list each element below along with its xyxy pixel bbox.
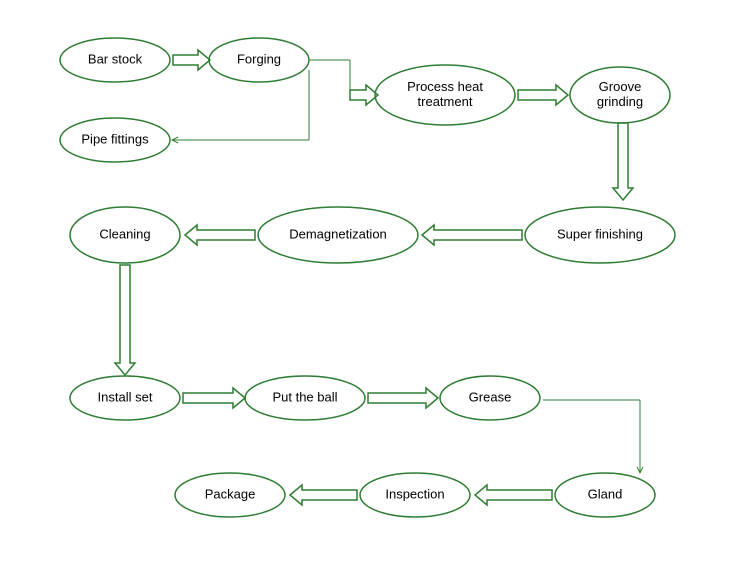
node-label-super_finishing: Super finishing [557,226,643,241]
node-label-groove_grinding: grinding [597,94,643,109]
node-forging: Forging [209,38,309,82]
node-label-bar_stock: Bar stock [88,51,143,66]
node-label-put_ball: Put the ball [272,389,337,404]
node-demagnetization: Demagnetization [258,207,418,263]
node-inspection: Inspection [360,473,470,517]
node-label-groove_grinding: Groove [599,79,642,94]
node-put_ball: Put the ball [245,376,365,420]
node-label-gland: Gland [588,486,623,501]
node-gland: Gland [555,473,655,517]
node-groove_grinding: Groovegrinding [570,67,670,123]
node-label-demagnetization: Demagnetization [289,226,387,241]
node-label-process_heat: treatment [418,94,473,109]
node-label-pipe_fittings: Pipe fittings [81,131,149,146]
node-super_finishing: Super finishing [525,207,675,263]
node-process_heat: Process heattreatment [375,65,515,125]
node-label-cleaning: Cleaning [99,226,150,241]
node-install_set: Install set [70,376,180,420]
node-label-grease: Grease [469,389,512,404]
node-package: Package [175,473,285,517]
node-label-forging: Forging [237,51,281,66]
node-label-package: Package [205,486,256,501]
flowchart-canvas: Bar stock Forging Process heattreatment Gro… [0,0,739,567]
node-pipe_fittings: Pipe fittings [60,118,170,162]
node-label-inspection: Inspection [385,486,444,501]
node-cleaning: Cleaning [70,207,180,263]
node-grease: Grease [440,376,540,420]
node-bar_stock: Bar stock [60,38,170,82]
node-label-install_set: Install set [98,389,153,404]
node-label-process_heat: Process heat [407,79,483,94]
